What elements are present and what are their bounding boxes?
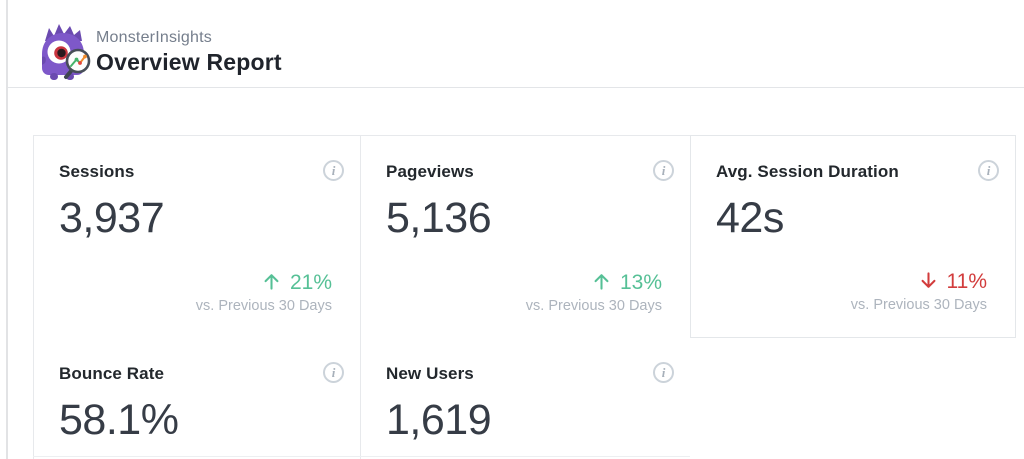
trend-percent: 11%: [946, 270, 987, 293]
brand-label: MonsterInsights: [96, 29, 212, 46]
trend-percent: 21%: [289, 271, 332, 294]
metric-value: 3,937: [59, 194, 165, 242]
trend-indicator: 11% vs. Previous 30 Days: [851, 270, 987, 313]
metric-value: 58.1%: [59, 396, 179, 444]
trend-up-arrow-icon: [594, 273, 609, 290]
empty-grid-slot: [690, 338, 1016, 459]
card-title: New Users: [386, 364, 474, 383]
report-header: MonsterInsights Overview Report: [8, 0, 1024, 88]
card-title: Bounce Rate: [59, 364, 165, 383]
bottom-divider: [33, 456, 690, 457]
metric-card-avg-session-duration: Avg. Session Duration i 42s 11% vs. Prev…: [690, 135, 1016, 338]
trend-percent: 13%: [619, 271, 662, 294]
trend-period-label: vs. Previous 30 Days: [850, 297, 987, 313]
content-left-edge-divider: [6, 0, 8, 459]
metric-value: 1,619: [386, 396, 492, 444]
metric-value: 5,136: [386, 194, 492, 242]
card-title: Pageviews: [386, 162, 474, 181]
trend-up-arrow-icon: [264, 273, 279, 290]
info-icon[interactable]: i: [653, 362, 674, 383]
info-icon[interactable]: i: [978, 160, 999, 181]
info-icon[interactable]: i: [323, 362, 344, 383]
card-title: Avg. Session Duration: [716, 162, 899, 181]
metrics-grid: Sessions i 3,937 21% vs. Previous 30 Day…: [33, 135, 1016, 459]
metric-card-sessions: Sessions i 3,937 21% vs. Previous 30 Day…: [33, 135, 360, 338]
info-icon[interactable]: i: [653, 160, 674, 181]
trend-indicator: 13% vs. Previous 30 Days: [526, 271, 662, 314]
trend-indicator: 21% vs. Previous 30 Days: [196, 271, 332, 314]
metric-card-pageviews: Pageviews i 5,136 13% vs. Previous 30 Da…: [360, 135, 690, 338]
trend-down-arrow-icon: [921, 271, 935, 288]
page-title: Overview Report: [96, 49, 282, 75]
monsterinsights-logo-icon: [42, 24, 91, 80]
metric-value: 42s: [716, 194, 784, 242]
metric-card-bounce-rate: Bounce Rate i 58.1%: [33, 338, 360, 459]
card-title: Sessions: [59, 162, 135, 181]
metric-card-new-users: New Users i 1,619: [360, 338, 690, 459]
trend-period-label: vs. Previous 30 Days: [525, 298, 662, 314]
info-icon[interactable]: i: [323, 160, 344, 181]
trend-period-label: vs. Previous 30 Days: [195, 298, 332, 314]
